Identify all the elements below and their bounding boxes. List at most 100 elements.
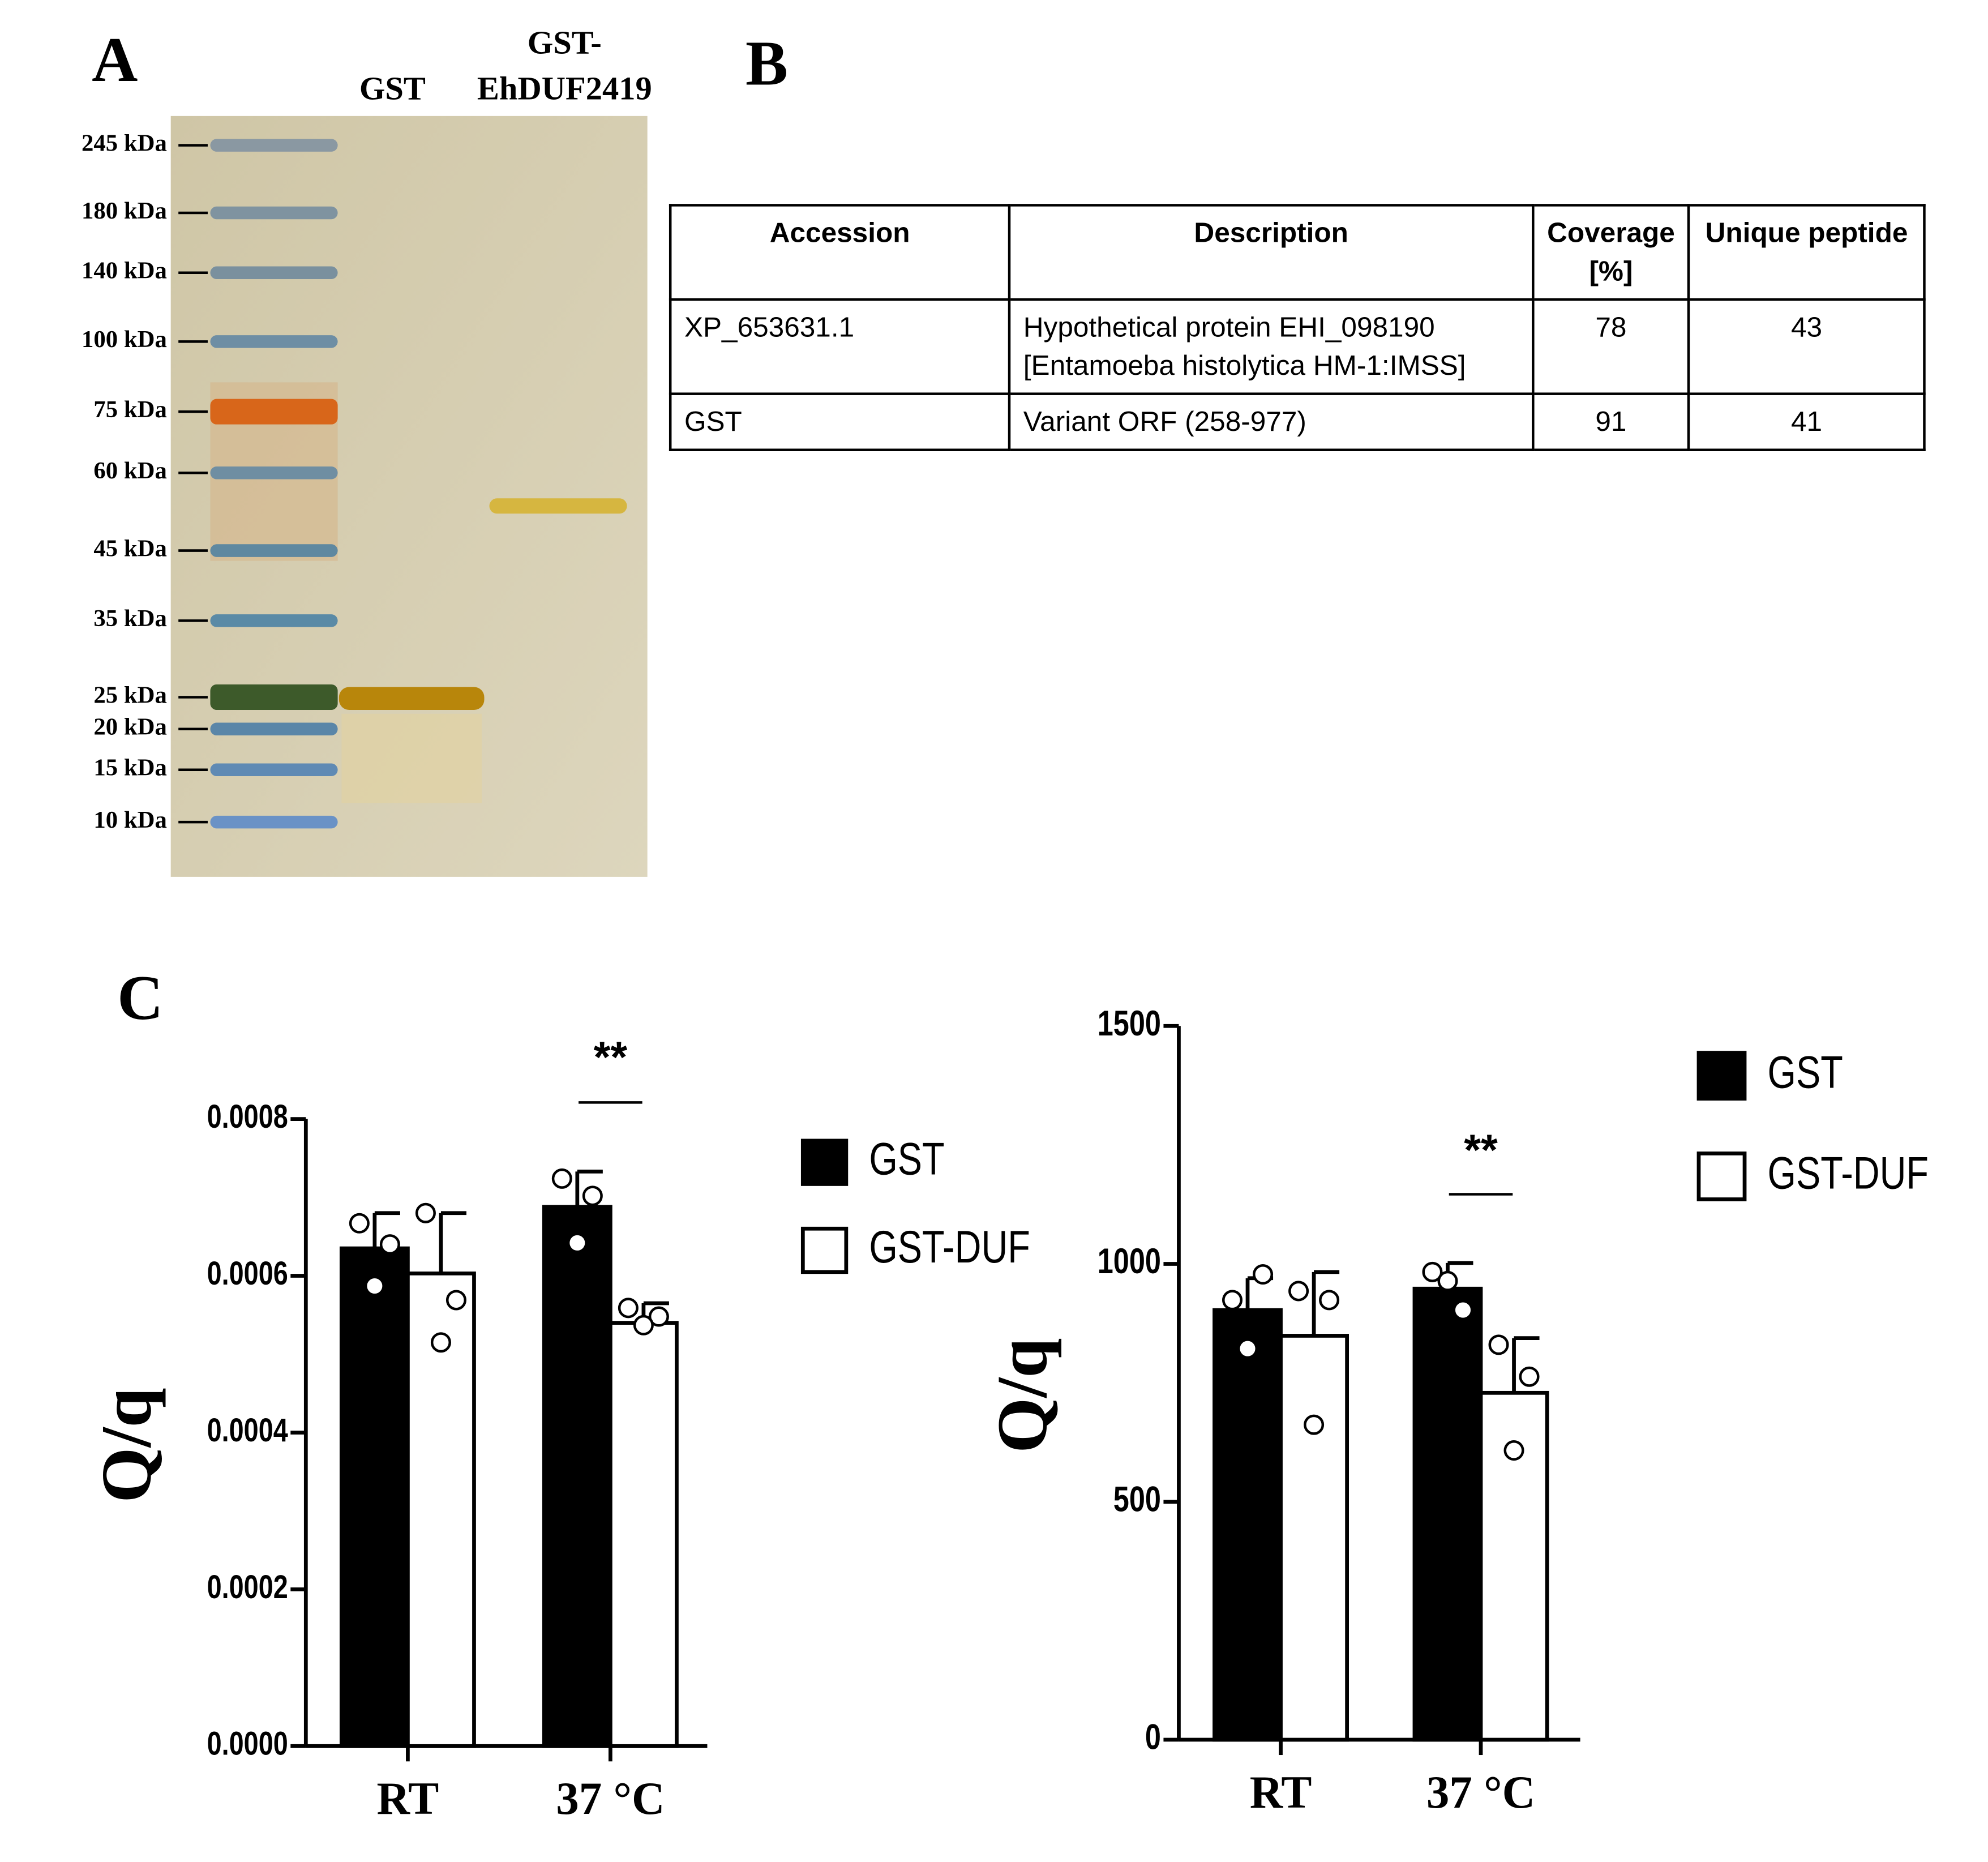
ladder-band [210,266,338,280]
table-row: XP_653631.1 Hypothetical protein EHI_098… [669,298,1926,395]
bar [608,1321,679,1748]
x-tick-label: 37 °C [1426,1767,1535,1818]
lane-label: GST [359,70,426,107]
ladder-band [210,399,338,425]
cell: 43 [1687,298,1926,395]
cell: 91 [1532,392,1690,451]
cell: GST [669,392,1011,451]
data-point [1453,1300,1473,1321]
y-tick-label: 1500 [1098,1004,1161,1044]
bar [1212,1308,1283,1742]
cell: Variant ORF (258-977) [1008,392,1535,451]
legend-swatch [1696,1051,1747,1101]
legend-swatch [800,1138,849,1186]
panel-label: A [92,25,138,95]
ladder-band [210,466,338,480]
data-point [445,1290,466,1311]
marker-label: 60 kDa [93,457,167,484]
y-tick-label: 0.0008 [207,1098,288,1135]
gel-band [339,687,485,710]
significance-label: ** [1464,1127,1498,1175]
x-tick-label: 37 °C [556,1773,665,1824]
ladder-band [210,684,338,710]
ladder-band [210,139,338,152]
legend-label: GST [869,1133,944,1185]
bar [1412,1286,1483,1742]
lane-label: GST- [528,24,602,61]
marker-label: 100 kDa [82,326,167,353]
y-tick-label: 0.0000 [207,1726,288,1762]
marker-label: 140 kDa [82,258,167,284]
table-row: GST Variant ORF (258-977) 91 41 [669,392,1926,451]
data-point [1488,1334,1509,1355]
data-point [349,1213,370,1234]
significance-label: ** [594,1033,628,1081]
header-cell: Accession [669,204,1011,301]
x-tick-label: RT [377,1773,439,1824]
data-point [1237,1338,1258,1359]
marker-label: 10 kDa [93,807,167,833]
data-point [1319,1290,1340,1311]
data-point [567,1232,588,1253]
data-point [1288,1281,1309,1302]
marker-label: 45 kDa [93,535,167,562]
data-point [1222,1290,1243,1311]
cell: Hypothetical protein EHI_098190 [Entamoe… [1008,298,1535,395]
ladder-band [210,722,338,736]
cell: XP_653631.1 [669,298,1011,395]
panel-label: C [117,963,163,1033]
marker-label: 35 kDa [93,605,167,632]
data-point [364,1275,385,1296]
data-point [1304,1414,1325,1435]
marker-label: 245 kDa [82,130,167,156]
table-header: Accession Description Coverage [%] Uniqu… [669,204,1926,301]
gel-smear [341,713,482,803]
x-tick-label: RT [1250,1767,1312,1818]
y-tick-label: 0.0004 [207,1412,289,1449]
header-cell: Unique peptide [1687,204,1926,301]
y-tick-label: 1000 [1098,1242,1161,1282]
y-axis-label: Q/q [983,1338,1062,1453]
bar [542,1205,612,1748]
legend-swatch [800,1226,849,1274]
data-point [1503,1440,1524,1461]
data-point [633,1315,654,1335]
cell: 78 [1532,298,1690,395]
y-tick-label: 0.0006 [207,1255,288,1292]
panel-label: B [746,29,788,99]
legend-label: GST-DUF [869,1221,1030,1273]
data-point [551,1168,572,1189]
marker-label: 15 kDa [93,755,167,781]
data-point [1437,1270,1458,1291]
bar [339,1246,410,1748]
marker-label: 25 kDa [93,682,167,708]
y-axis-label: Q/q [87,1388,166,1503]
y-tick-label: 500 [1113,1479,1161,1519]
cell: 41 [1687,392,1926,451]
marker-label: 20 kDa [93,714,167,740]
data-point [648,1306,669,1327]
data-point [415,1202,436,1223]
data-point [1253,1264,1274,1285]
marker-label: 75 kDa [93,396,167,423]
data-point [582,1185,603,1206]
legend-swatch [1696,1152,1747,1201]
marker-label: 180 kDa [82,198,167,224]
ladder-band [210,206,338,220]
legend-label: GST-DUF [1768,1147,1929,1198]
ladder-band [210,544,338,557]
gel-band [489,498,627,514]
y-tick-label: 0.0002 [207,1569,288,1606]
ladder-band [210,815,338,829]
legend-label: GST [1768,1047,1843,1098]
header-cell: Coverage [%] [1532,204,1690,301]
data-point [1519,1366,1540,1387]
data-point [430,1332,451,1353]
bar [1279,1334,1349,1742]
data-point [1422,1261,1443,1282]
data-point [379,1234,400,1255]
data-point [618,1298,639,1319]
lane-label: EhDUF2419 [477,70,652,107]
